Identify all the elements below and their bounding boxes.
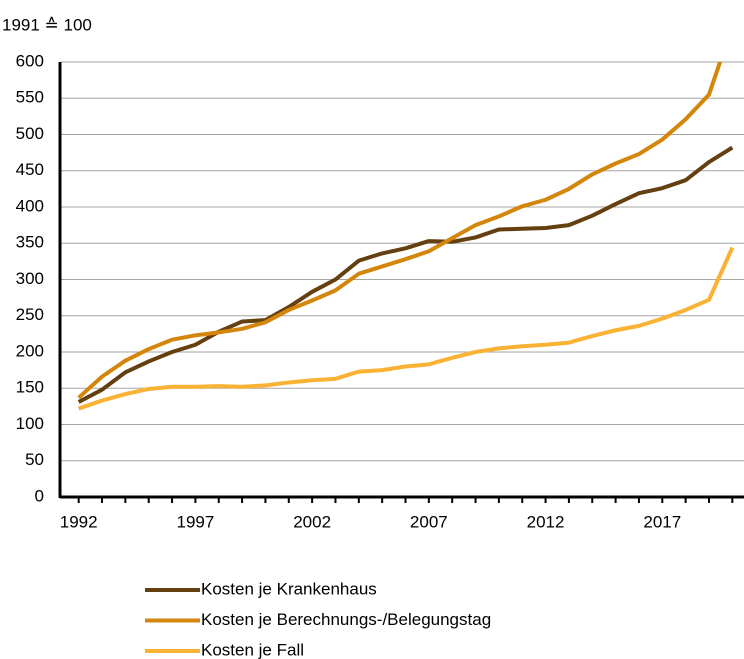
x-tick-label: 2007 (410, 512, 448, 531)
y-tick-label: 600 (16, 51, 44, 70)
line-series (77, 62, 723, 400)
x-tick-label: 2012 (527, 512, 565, 531)
line-series (77, 145, 734, 404)
legend-label: Kosten je Krankenhaus (201, 579, 377, 598)
x-tick-label: 2002 (293, 512, 331, 531)
y-tick-label: 550 (16, 88, 44, 107)
plot-area (77, 62, 735, 411)
y-tick-label: 150 (16, 378, 44, 397)
legend-label: Kosten je Fall (201, 640, 304, 659)
x-tick-label: 1992 (60, 512, 98, 531)
legend-label: Kosten je Berechnungs-/Belegungstag (201, 610, 491, 629)
y-axis-label: 1991 ≙ 100 (2, 15, 92, 34)
y-tick-label: 500 (16, 124, 44, 143)
x-tick-label: 2017 (643, 512, 681, 531)
y-tick-label: 0 (35, 486, 44, 505)
y-tick-label: 400 (16, 196, 44, 215)
y-tick-label: 250 (16, 305, 44, 324)
y-tick-label: 450 (16, 160, 44, 179)
x-tick-label: 1997 (176, 512, 214, 531)
line-series (78, 246, 735, 411)
y-tick-label: 50 (25, 450, 44, 469)
y-tick-label: 350 (16, 233, 44, 252)
y-tick-label: 300 (16, 269, 44, 288)
y-tick-label: 100 (16, 414, 44, 433)
y-tick-label: 200 (16, 341, 44, 360)
